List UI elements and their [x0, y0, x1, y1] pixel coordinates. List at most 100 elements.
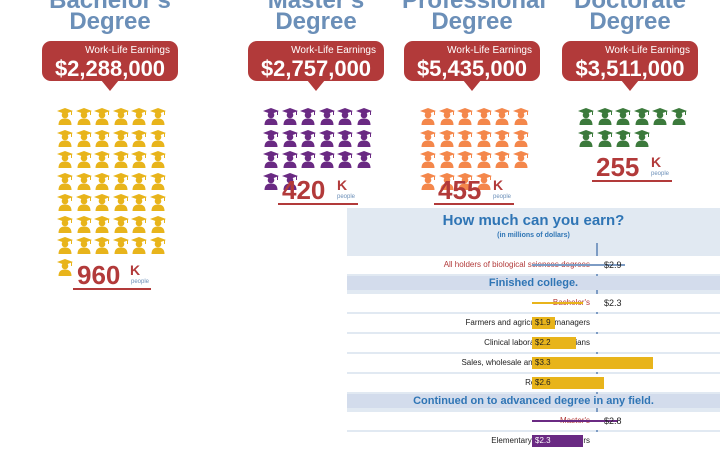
graduate-icon — [57, 129, 73, 147]
count-people-label: people — [493, 194, 512, 200]
count-value: 960 — [77, 260, 121, 290]
graduate-icon — [57, 172, 73, 190]
earnings-bubble: Work-Life Earnings $5,435,000 — [404, 41, 540, 91]
graduate-icon — [457, 129, 473, 147]
degree-title-line2: Degree — [275, 8, 357, 35]
degree-title: Professional — [402, 0, 547, 14]
count-unit: K — [130, 262, 141, 278]
graduate-icon — [512, 129, 529, 147]
chart-row: All holders of biological sciences degre… — [347, 256, 720, 274]
chart-row: Bachelor's$2.3 — [347, 294, 720, 312]
earnings-label: Work-Life Earnings — [85, 45, 170, 56]
graduate-icon — [457, 108, 473, 125]
degree-title: Bachelor's — [49, 0, 171, 14]
chart-row: Farmers and agricultural managers $1.9 — [347, 314, 720, 332]
count-underline — [73, 288, 151, 290]
graduate-icon — [670, 108, 687, 125]
chart-title: How much can you earn? — [442, 212, 625, 229]
graduate-icon — [75, 108, 92, 125]
value-bar: $2.3 — [532, 435, 583, 447]
chart-row: Registered nurses$2.6 — [347, 374, 720, 392]
graduate-icon — [494, 151, 510, 168]
graduate-icon — [281, 172, 298, 190]
graduate-icon — [457, 151, 473, 168]
graduate-icon — [149, 215, 166, 233]
graduate-icon — [578, 108, 594, 125]
graduate-icon — [438, 172, 455, 190]
graduate-icon — [281, 108, 298, 125]
value-line — [532, 420, 618, 422]
graduate-icon — [494, 129, 510, 147]
graduate-icon — [112, 237, 129, 254]
graduate-icon — [131, 172, 147, 190]
graduate-icon — [57, 194, 73, 211]
graduate-icon — [318, 151, 335, 168]
bubble-tail — [307, 80, 325, 91]
line-value-label: $2.8 — [604, 416, 622, 426]
graduate-icon — [131, 194, 147, 211]
value-bar: $3.3 — [532, 357, 653, 369]
earnings-value: $2,288,000 — [54, 56, 166, 81]
count-unit: K — [337, 177, 348, 193]
graduate-icon — [633, 108, 650, 125]
graduate-icon — [263, 108, 279, 125]
count-unit: K — [493, 177, 504, 193]
earnings-bubble: Work-Life Earnings $2,757,000 — [248, 41, 384, 91]
graduate-icon — [420, 108, 436, 125]
graduate-icon — [112, 151, 129, 168]
chart-row: Master's$2.8 — [347, 412, 720, 430]
graduate-icon — [149, 151, 166, 168]
graduate-icon — [94, 215, 110, 233]
graduate-icon — [337, 129, 353, 147]
graduate-icon — [149, 108, 166, 125]
graduate-icon — [438, 129, 455, 147]
row-label: All holders of biological sciences degre… — [443, 260, 590, 269]
section-header: Finished college. — [347, 276, 720, 290]
graduate-icon — [281, 129, 298, 147]
graduate-icon — [149, 237, 166, 254]
graduate-icon — [112, 172, 129, 190]
graduate-icon — [75, 194, 92, 211]
chart-row: Sales, wholesale and manufacturing $3.3 — [347, 354, 720, 372]
chart-subtitle: (in millions of dollars) — [497, 232, 570, 239]
graduate-icon — [112, 215, 129, 233]
graduate-icon — [475, 151, 492, 168]
graduate-icon — [112, 194, 129, 211]
graduate-icon — [75, 215, 92, 233]
count-underline — [278, 203, 358, 205]
bar-value-label: $2.6 — [535, 378, 551, 387]
graduate-icon — [337, 151, 353, 168]
value-line — [532, 302, 583, 304]
count-value: 255 — [596, 152, 640, 182]
degree-title: Master's — [267, 0, 365, 14]
value-bar: $1.9 — [532, 317, 555, 329]
count-unit: K — [651, 154, 662, 170]
graduate-icon — [131, 108, 147, 125]
count-people-label: people — [337, 194, 356, 200]
graduate-icon — [263, 151, 279, 168]
graduate-icon — [438, 151, 455, 168]
graduate-icon — [512, 108, 529, 125]
graduate-icon — [57, 151, 73, 168]
earnings-bubble: Work-Life Earnings $2,288,000 — [42, 41, 178, 91]
graduate-icon — [263, 172, 279, 190]
graduate-icon — [355, 129, 372, 147]
graduate-icon — [112, 108, 129, 125]
row-label: Farmers and agricultural managers — [465, 318, 591, 327]
graduate-icon — [355, 108, 372, 125]
graduate-icon — [94, 151, 110, 168]
graduate-icon — [149, 129, 166, 147]
graduate-icon — [420, 151, 436, 168]
graduate-icon — [57, 237, 73, 254]
count-value: 455 — [438, 175, 482, 205]
graduate-icon — [149, 194, 166, 211]
graduate-icon — [94, 194, 110, 211]
graduate-icon — [112, 129, 129, 147]
earnings-bubble: Work-Life Earnings $3,511,000 — [562, 41, 698, 91]
graduate-icon — [149, 172, 166, 190]
graduate-icon — [420, 129, 436, 147]
graduate-icon — [615, 129, 631, 147]
graduate-icon — [75, 129, 92, 147]
bubble-tail — [463, 80, 481, 91]
graduate-icon — [337, 108, 353, 125]
